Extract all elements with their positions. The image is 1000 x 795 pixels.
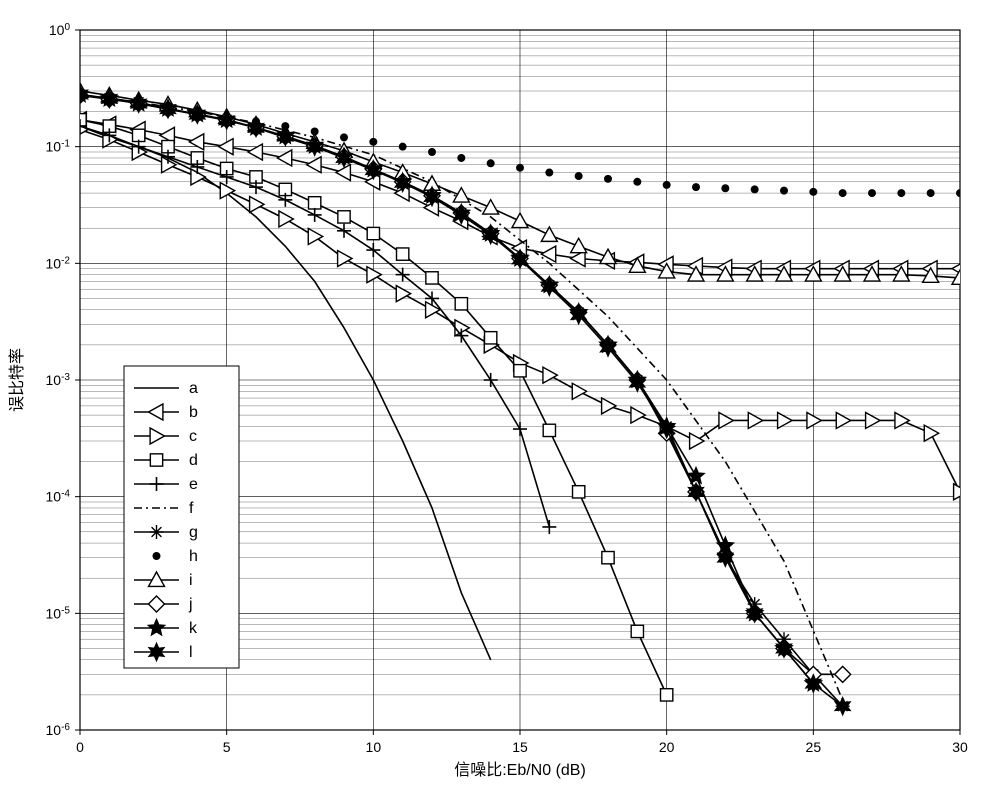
legend-label-j: j [188, 596, 193, 613]
legend-label-f: f [189, 500, 194, 517]
legend-label-c: c [189, 428, 197, 445]
legend-label-i: i [189, 572, 193, 589]
legend-label-e: e [189, 476, 198, 493]
legend-label-h: h [189, 548, 198, 565]
legend-label-g: g [189, 524, 198, 541]
legend-label-k: k [189, 620, 198, 637]
xtick-label: 15 [512, 739, 528, 755]
xtick-label: 5 [223, 739, 231, 755]
legend-label-a: a [189, 380, 198, 397]
xtick-label: 0 [76, 739, 84, 755]
legend-label-d: d [189, 452, 198, 469]
legend: abcdefghijkl [124, 366, 239, 668]
xtick-label: 10 [366, 739, 382, 755]
xtick-label: 25 [806, 739, 822, 755]
ber-vs-snr-chart: 051015202530信噪比:Eb/N0 (dB)10010-110-210-… [0, 0, 1000, 795]
xtick-label: 20 [659, 739, 675, 755]
legend-label-b: b [189, 404, 198, 421]
xtick-label: 30 [952, 739, 968, 755]
xlabel: 信噪比:Eb/N0 (dB) [454, 761, 586, 779]
ylabel: 误比特率 [8, 348, 26, 412]
legend-label-l: l [189, 644, 193, 661]
